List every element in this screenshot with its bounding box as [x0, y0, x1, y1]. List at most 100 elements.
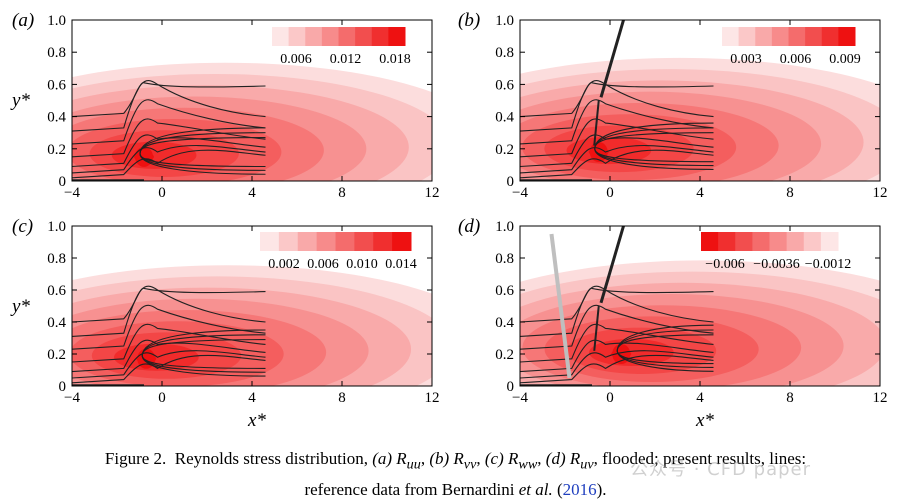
- y-tick-label: 0.8: [495, 251, 514, 267]
- y-tick-label: 1.0: [47, 13, 66, 29]
- y-tick-label: 1.0: [495, 219, 514, 235]
- colorbar-tick-label: 0.006: [280, 52, 312, 67]
- caption-end: ).: [597, 480, 607, 499]
- colorbar-swatch: [372, 27, 389, 46]
- colorbar-swatch: [701, 232, 719, 251]
- colorbar-swatch: [804, 232, 822, 251]
- x-tick-label: 0: [606, 185, 614, 201]
- colorbar-swatch: [838, 27, 855, 46]
- colorbar-tick-label: −0.006: [705, 257, 744, 272]
- panel-label: (c): [12, 216, 33, 237]
- colorbar-tick-label: −0.0036: [753, 257, 799, 272]
- y-tick-label: 0.4: [495, 110, 514, 126]
- x-tick-label: 12: [873, 185, 888, 201]
- colorbar-swatch: [355, 27, 372, 46]
- colorbar-tick-label: 0.006: [780, 52, 812, 67]
- x-tick-label: 4: [696, 185, 704, 201]
- x-axis-label: x*: [695, 410, 714, 431]
- panel-label: (a): [12, 10, 34, 31]
- caption-b-sub: vv: [464, 456, 477, 472]
- colorbar-swatch: [752, 232, 770, 251]
- colorbar-swatch: [718, 232, 736, 251]
- y-tick-label: 0.6: [495, 283, 514, 299]
- colorbar-tick-label: 0.009: [829, 52, 861, 67]
- colorbar-swatch: [805, 27, 822, 46]
- x-tick-label: 0: [158, 390, 166, 406]
- caption-a-symbol: R: [396, 449, 406, 468]
- colorbar: −0.006 −0.0036 −0.0012: [701, 232, 851, 272]
- caption-d-label: (d): [546, 449, 566, 468]
- caption-text-3: reference data from Bernardini: [304, 480, 514, 499]
- y-tick-label: 0.4: [47, 110, 66, 126]
- y-tick-label: 0: [59, 379, 67, 395]
- colorbar-swatch: [770, 232, 788, 251]
- y-tick-label: 0.8: [47, 251, 66, 267]
- colorbar-swatch: [260, 232, 279, 251]
- caption-d-sub: uv: [580, 456, 593, 472]
- x-tick-label: 12: [425, 185, 440, 201]
- colorbar-swatch: [822, 27, 839, 46]
- x-tick-label: 12: [425, 390, 440, 406]
- colorbar-swatch: [317, 232, 336, 251]
- x-tick-label: 0: [158, 185, 166, 201]
- panel-label: (d): [458, 216, 480, 237]
- x-tick-label: 4: [248, 390, 256, 406]
- y-tick-label: 0: [507, 379, 515, 395]
- colorbar-swatch: [755, 27, 772, 46]
- colorbar-swatch: [739, 27, 756, 46]
- watermark: 公众号 · CFD paper: [630, 455, 811, 481]
- y-tick-label: 0: [507, 174, 515, 190]
- y-axis-label: y*: [10, 296, 30, 317]
- colorbar-tick-label: 0.012: [330, 52, 362, 67]
- caption-c-symbol: R: [508, 449, 518, 468]
- caption-d-symbol: R: [570, 449, 580, 468]
- panel-label: (b): [458, 10, 480, 31]
- x-tick-label: 0: [606, 390, 614, 406]
- x-tick-label: 4: [696, 390, 704, 406]
- y-tick-label: 1.0: [495, 13, 514, 29]
- colorbar-swatch: [722, 27, 739, 46]
- colorbar-tick-label: 0.010: [346, 257, 378, 272]
- colorbar-swatch: [388, 27, 405, 46]
- x-tick-label: −4: [512, 185, 528, 201]
- colorbar-tick-label: 0.002: [268, 257, 300, 272]
- caption-c-label: (c): [485, 449, 504, 468]
- y-tick-label: 0.8: [495, 45, 514, 61]
- colorbar: 0.006 0.012 0.018: [272, 27, 411, 67]
- colorbar-tick-label: 0.014: [385, 257, 417, 272]
- caption-a-label: (a): [372, 449, 392, 468]
- caption-a-sub: uu: [407, 456, 421, 472]
- colorbar-swatch: [336, 232, 355, 251]
- y-tick-label: 1.0: [47, 219, 66, 235]
- y-tick-label: 0.8: [47, 45, 66, 61]
- x-tick-label: 8: [786, 185, 794, 201]
- y-tick-label: 0.6: [47, 77, 66, 93]
- colorbar-swatch: [787, 232, 805, 251]
- colorbar: 0.002 0.006 0.010 0.014: [260, 232, 417, 272]
- colorbar-swatch: [298, 232, 317, 251]
- colorbar-swatch: [772, 27, 789, 46]
- caption-b-symbol: R: [453, 449, 463, 468]
- caption-fig-label: Figure 2.: [105, 449, 166, 468]
- colorbar-tick-label: 0.006: [307, 257, 339, 272]
- colorbar-swatch: [392, 232, 411, 251]
- y-tick-label: 0.4: [495, 315, 514, 331]
- colorbar-tick-label: 0.003: [730, 52, 762, 67]
- colorbar-swatch: [322, 27, 339, 46]
- citation-year-link[interactable]: 2016: [563, 480, 597, 499]
- x-tick-label: −4: [512, 390, 528, 406]
- colorbar-swatch: [735, 232, 753, 251]
- colorbar-swatch: [373, 232, 392, 251]
- colorbar-tick-label: 0.018: [379, 52, 411, 67]
- colorbar-tick-label: −0.0012: [805, 257, 851, 272]
- y-tick-label: 0: [59, 174, 67, 190]
- x-axis-label: x*: [247, 410, 266, 431]
- caption-text-1: Reynolds stress distribution,: [175, 449, 368, 468]
- x-tick-label: 8: [338, 390, 346, 406]
- y-tick-label: 0.2: [495, 142, 514, 158]
- heatmap-field: [411, 58, 911, 221]
